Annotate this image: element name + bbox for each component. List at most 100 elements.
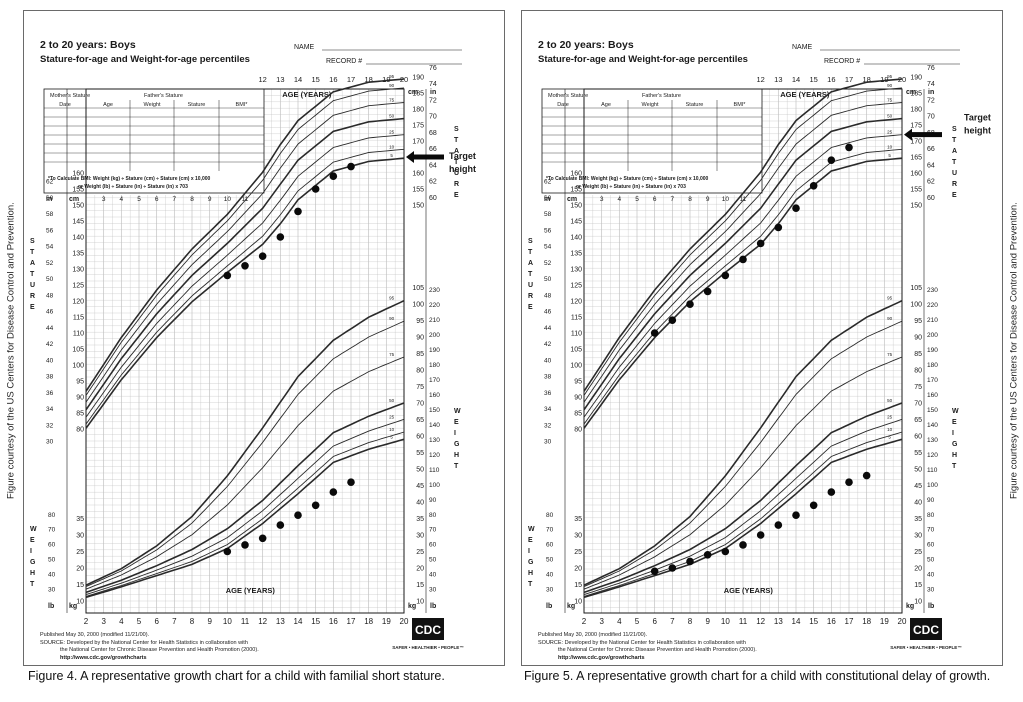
target-arrow-head — [406, 151, 414, 163]
bottom-age-tick: 18 — [364, 617, 373, 626]
bottom-age-tick: 6 — [652, 617, 657, 626]
inner-age-tick: 9 — [706, 196, 710, 203]
left-stature-letter: T — [528, 249, 533, 256]
right-lb-tick: 80 — [429, 512, 437, 519]
stature-percentile-curve — [583, 148, 903, 425]
right-kg-tick: 55 — [416, 450, 424, 457]
right-weight-letter: G — [454, 441, 460, 448]
inner-age-tick: 10 — [722, 196, 730, 203]
right-weight-letter: T — [952, 463, 957, 470]
weight-percentile-curve — [583, 320, 903, 588]
credit-side-note-left: Figure courtesy of the US Centers for Di… — [5, 202, 17, 500]
right-in-tick: 76 — [429, 65, 437, 72]
right-lb-tick: 180 — [927, 362, 938, 369]
cdc-logo: CDC — [415, 623, 441, 637]
left-in-tick: 30 — [46, 439, 54, 446]
left-stature-letter: E — [30, 304, 35, 311]
right-in-tick: 66 — [927, 146, 935, 153]
right-kg-tick: 70 — [914, 401, 922, 408]
name-label: NAME — [792, 44, 813, 51]
inner-age-tick: 3 — [600, 196, 604, 203]
stature-percentile-label: 95 — [887, 74, 893, 79]
left-in-tick: 48 — [46, 292, 54, 299]
right-kg-tick: 15 — [914, 582, 922, 589]
right-in-tick: 60 — [429, 195, 437, 202]
right-stature-letter: U — [952, 170, 957, 177]
bottom-age-tick: 8 — [688, 617, 693, 626]
right-kg-tick: 45 — [416, 483, 424, 490]
mother-stature-label: Mother's Stature — [548, 93, 588, 99]
right-lb-tick: 40 — [429, 572, 437, 579]
left-unit-cm: cm — [69, 196, 79, 203]
target-arrow-shaft — [410, 154, 444, 160]
left-lb-tick: 80 — [546, 512, 554, 519]
left-in-tick: 42 — [544, 341, 552, 348]
right-in-tick: 62 — [927, 179, 935, 186]
inner-age-tick: 7 — [671, 196, 675, 203]
top-age-tick: 19 — [880, 75, 888, 84]
bottom-age-tick: 17 — [845, 617, 854, 626]
inner-age-tick: 4 — [120, 196, 124, 203]
figure-4-caption: Figure 4. A representative growth chart … — [28, 669, 445, 683]
right-lb-tick: 70 — [429, 527, 437, 534]
weight-percentile-label: 25 — [887, 414, 893, 419]
left-in-tick: 40 — [544, 357, 552, 364]
weight-data-point — [276, 521, 285, 529]
figure-5-caption: Figure 5. A representative growth chart … — [524, 669, 991, 683]
source-line-1: SOURCE: Developed by the National Center… — [40, 640, 248, 646]
right-unit-in: in — [430, 89, 436, 96]
stature-data-point — [241, 262, 249, 270]
stature-data-point — [809, 182, 818, 190]
top-age-tick: 13 — [774, 75, 782, 84]
left-weight-letter: H — [528, 570, 533, 577]
bottom-age-tick: 7 — [670, 617, 675, 626]
left-in-tick: 38 — [46, 374, 54, 381]
right-cm-tick: 175 — [910, 123, 922, 130]
inner-age-tick: 9 — [208, 196, 212, 203]
record-table: Mother's Stature Father's Stature Date Age W… — [43, 88, 265, 194]
bottom-age-tick: 3 — [101, 617, 106, 626]
target-height-label-1: Target — [964, 113, 991, 123]
left-cm-tick: 90 — [76, 395, 84, 402]
right-lb-tick: 80 — [927, 512, 935, 519]
weight-percentile-curve — [583, 431, 903, 597]
right-kg-tick: 40 — [914, 500, 922, 507]
left-in-tick: 50 — [544, 276, 552, 283]
right-kg-tick: 95 — [416, 318, 424, 325]
bottom-age-tick: 14 — [792, 617, 801, 626]
right-kg-tick: 25 — [914, 549, 922, 556]
right-cm-tick: 175 — [412, 123, 424, 130]
stature-data-point — [223, 271, 232, 280]
bottom-age-tick: 17 — [347, 617, 356, 626]
stature-percentile-curve — [583, 102, 903, 403]
bottom-age-tick: 5 — [137, 617, 142, 626]
bottom-age-tick: 7 — [172, 617, 177, 626]
top-age-axis-label: AGE (YEARS) — [282, 90, 332, 99]
left-kg-tick: 15 — [574, 582, 582, 589]
right-kg-tick: 90 — [416, 335, 424, 342]
right-in-tick: 64 — [927, 162, 935, 169]
left-in-tick: 34 — [544, 406, 552, 413]
stature-data-point — [739, 255, 747, 264]
source-line-2: the National Center for Chronic Disease … — [558, 647, 757, 653]
cdc-logo-block — [412, 618, 444, 640]
inner-age-tick: 10 — [224, 196, 232, 203]
right-kg-tick: 35 — [416, 516, 424, 523]
right-stature-letter: E — [454, 192, 459, 199]
left-cm-tick: 145 — [72, 219, 84, 226]
left-in-tick: 62 — [46, 179, 54, 186]
cdc-tagline: SAFER • HEALTHIER • PEOPLE™ — [890, 645, 962, 650]
right-lb-tick: 160 — [429, 392, 440, 399]
left-lb-tick: 70 — [546, 527, 554, 534]
bottom-age-tick: 13 — [774, 617, 783, 626]
right-kg-tick: 100 — [412, 302, 424, 309]
bottom-age-tick: 12 — [258, 617, 267, 626]
left-lb-tick: 70 — [48, 527, 56, 534]
right-lb-tick: 90 — [429, 497, 437, 504]
left-in-tick: 50 — [46, 276, 54, 283]
right-stature-letter: T — [454, 137, 459, 144]
top-age-tick: 15 — [311, 75, 319, 84]
left-stature-letter: S — [528, 238, 533, 245]
left-in-tick: 30 — [544, 439, 552, 446]
weight-percentile-label: 95 — [389, 296, 395, 301]
